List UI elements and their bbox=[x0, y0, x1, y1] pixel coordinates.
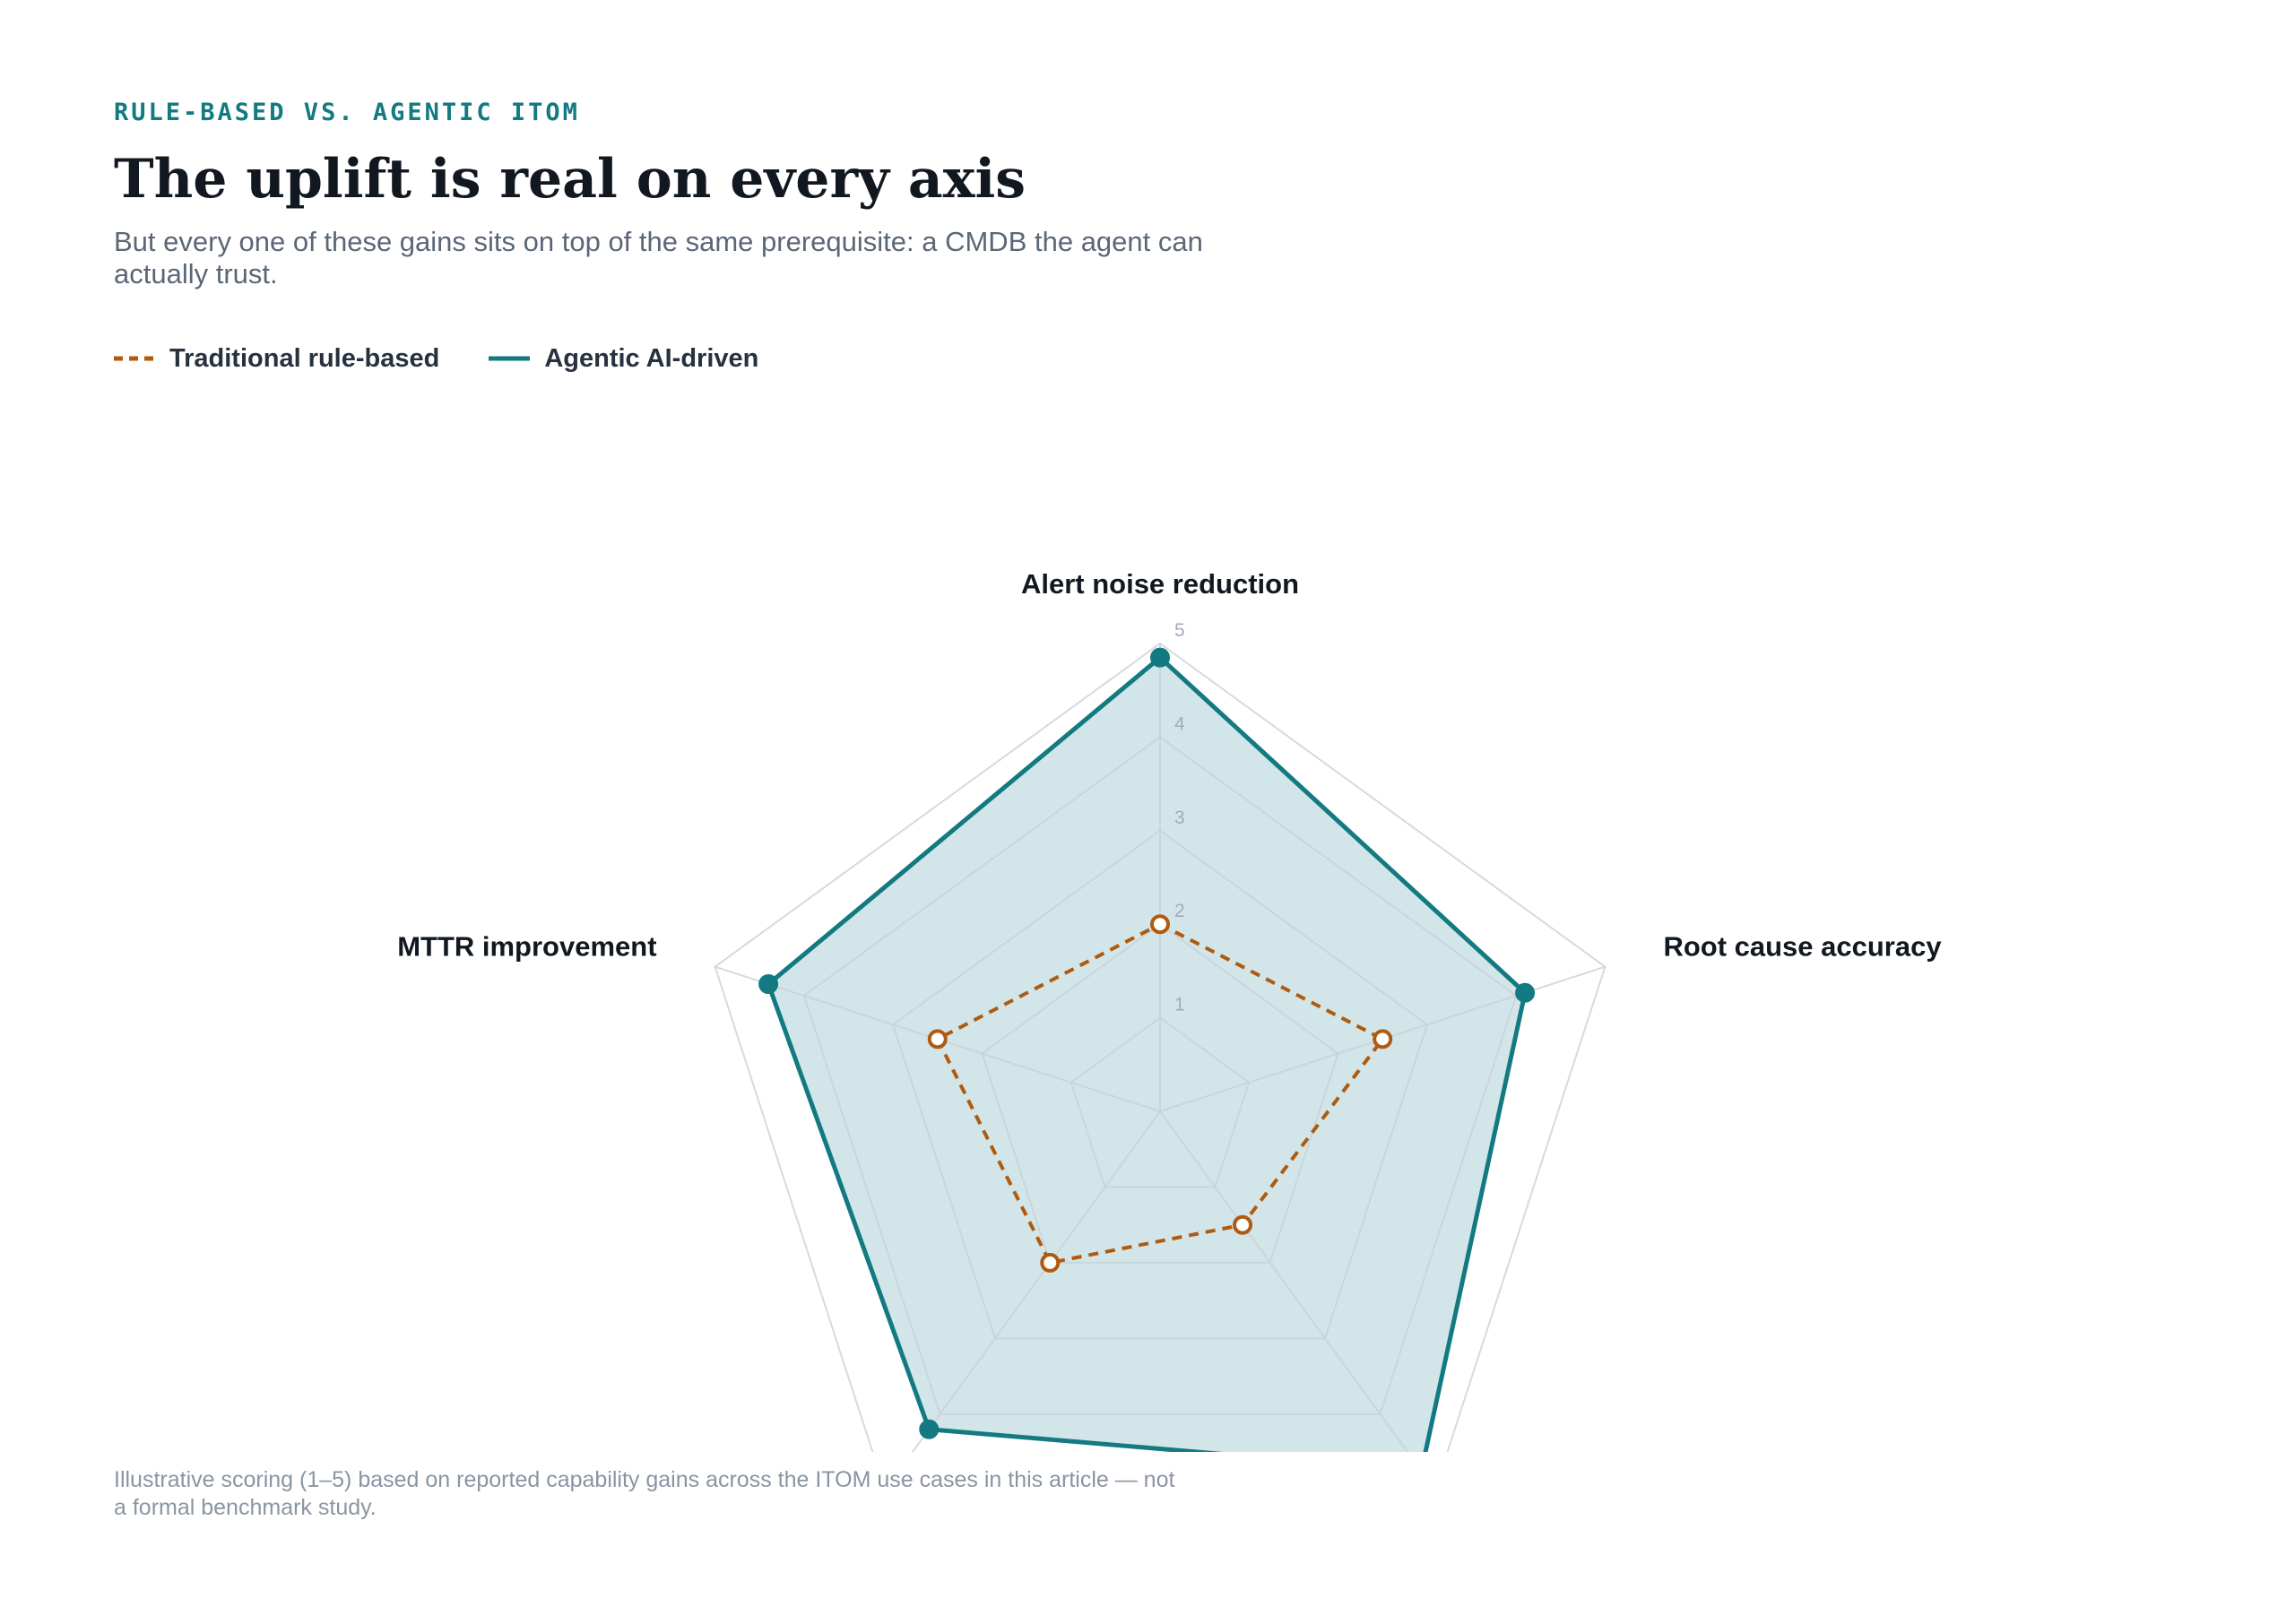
legend-swatch-rule-based bbox=[114, 356, 155, 361]
grid-ring-2 bbox=[981, 922, 1339, 1264]
grid-spoke-2 bbox=[1159, 1110, 1409, 1452]
eyebrow-label: RULE-BASED VS. AGENTIC ITOM bbox=[114, 99, 580, 126]
series-line-agentic bbox=[766, 655, 1528, 1452]
data-point-rule-based-4 bbox=[927, 1029, 948, 1050]
data-point-agentic-4 bbox=[758, 974, 779, 995]
tick-label-5: 5 bbox=[1174, 620, 1185, 641]
tick-label-4: 4 bbox=[1174, 713, 1185, 734]
axis-label-0: Alert noise reduction bbox=[1021, 568, 1299, 600]
legend: Traditional rule-based Agentic AI-driven bbox=[114, 341, 808, 376]
footnote: Illustrative scoring (1–5) based on repo… bbox=[114, 1467, 1175, 1520]
grid-ring-4 bbox=[802, 736, 1518, 1415]
data-point-rule-based-2 bbox=[1233, 1214, 1253, 1235]
data-point-rule-based-1 bbox=[1373, 1029, 1393, 1050]
chart-title: The uplift is real on every axis bbox=[114, 148, 1026, 211]
axis-label-1: Root cause accuracy bbox=[1663, 931, 1942, 963]
grid-ring-5 bbox=[714, 642, 1606, 1452]
data-point-agentic-0 bbox=[1150, 647, 1170, 668]
legend-label-agentic: Agentic AI-driven bbox=[544, 343, 759, 373]
data-point-agentic-3 bbox=[919, 1419, 940, 1439]
legend-swatch-agentic bbox=[489, 356, 531, 361]
tick-label-3: 3 bbox=[1174, 808, 1185, 828]
data-point-rule-based-0 bbox=[1150, 914, 1170, 935]
radar-chart: 1 2 3 4 5 Alert noise reduction Root cause acc… bbox=[397, 568, 1942, 1452]
grid-ring-3 bbox=[891, 829, 1429, 1340]
grid-ring-1 bbox=[1070, 1016, 1251, 1188]
data-point-agentic-1 bbox=[1515, 982, 1536, 1003]
tick-label-2: 2 bbox=[1174, 901, 1185, 921]
data-point-rule-based-3 bbox=[1040, 1252, 1061, 1273]
axis-label-4: MTTR improvement bbox=[397, 931, 656, 963]
series-line-rule-based bbox=[935, 922, 1385, 1265]
legend-item-rule-based: Traditional rule-based bbox=[114, 344, 439, 374]
chart-subtitle: But every one of these gains sits on top… bbox=[114, 226, 1203, 289]
legend-label-rule-based: Traditional rule-based bbox=[169, 343, 440, 373]
tick-label-1: 1 bbox=[1174, 995, 1185, 1015]
legend-item-agentic: Agentic AI-driven bbox=[489, 344, 758, 374]
series-area-agentic bbox=[768, 657, 1526, 1452]
